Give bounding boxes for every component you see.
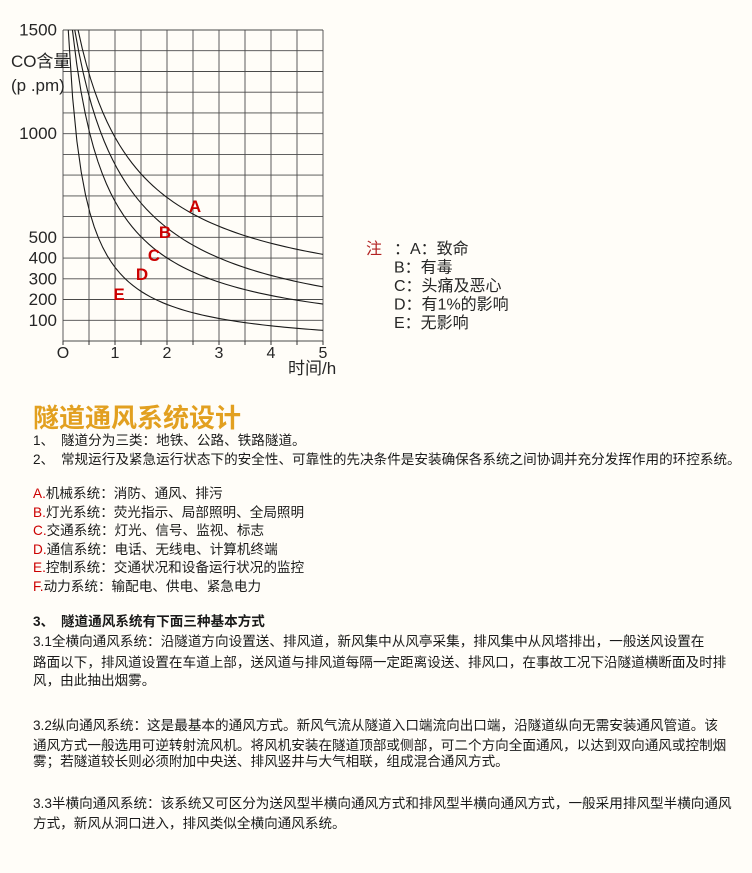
svg-text:E：无影响: E：无影响 xyxy=(394,314,469,332)
svg-text:300: 300 xyxy=(29,269,57,288)
svg-text:B：有毒: B：有毒 xyxy=(394,259,453,277)
svg-text:注: 注 xyxy=(366,240,382,258)
svg-text:1000: 1000 xyxy=(19,124,57,143)
svg-text:1500: 1500 xyxy=(19,21,57,40)
svg-text:200: 200 xyxy=(29,290,57,309)
svg-text:1: 1 xyxy=(111,345,120,362)
svg-text:：A：致命: ：A：致命 xyxy=(394,240,469,258)
svg-text:O: O xyxy=(57,345,69,362)
svg-text:2: 2 xyxy=(163,345,172,362)
svg-text:时间/h: 时间/h xyxy=(288,359,336,378)
svg-text:100: 100 xyxy=(29,311,57,330)
svg-text:E: E xyxy=(113,285,124,304)
svg-text:D: D xyxy=(136,265,148,284)
svg-text:C：头痛及恶心: C：头痛及恶心 xyxy=(394,277,502,295)
svg-text:4: 4 xyxy=(267,345,276,362)
svg-text:500: 500 xyxy=(29,228,57,247)
svg-text:3: 3 xyxy=(215,345,224,362)
svg-text:A: A xyxy=(189,197,201,216)
svg-text:D：有1%的影响: D：有1%的影响 xyxy=(394,296,509,314)
svg-text:CO含量: CO含量 xyxy=(11,52,71,71)
svg-text:(p .pm): (p .pm) xyxy=(11,76,65,95)
svg-text:C: C xyxy=(148,246,160,265)
svg-text:400: 400 xyxy=(29,249,57,268)
svg-text:B: B xyxy=(159,223,171,242)
